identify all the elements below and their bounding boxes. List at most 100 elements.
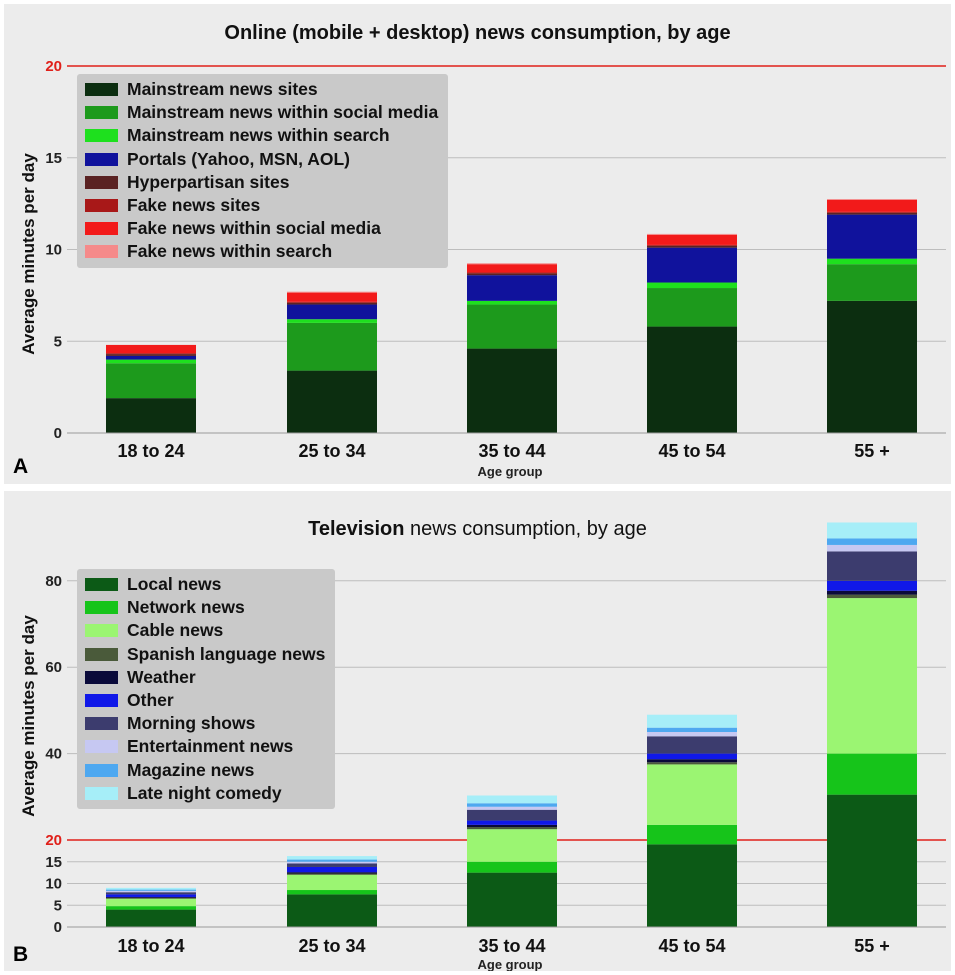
bar-segment (467, 272, 557, 274)
bar-segment (467, 827, 557, 830)
legend-label: Local news (127, 574, 222, 595)
bar-segment (106, 894, 196, 897)
bar-segment (287, 873, 377, 875)
y-tick-label: 5 (54, 897, 62, 914)
bar-segment (287, 319, 377, 323)
bar-segment (287, 322, 377, 371)
bar-segment (467, 861, 557, 873)
chart-svg-b: 0 5 10 15 20 40 60 80 18 to 24 25 to 34 35 to 44 45… (45, 522, 946, 971)
bar-segment (827, 544, 917, 552)
legend-label: Magazine news (127, 759, 255, 780)
legend-label: Hyperpartisan sites (127, 171, 290, 192)
bar-segment (106, 344, 196, 354)
bar-segment (106, 359, 196, 364)
bar-segment (287, 874, 377, 891)
legend-label: Weather (127, 666, 196, 687)
legend-swatch (85, 740, 118, 754)
bar-segment (647, 714, 737, 728)
bar-segment (106, 896, 196, 898)
bar-segment (827, 300, 917, 433)
x-tick-label: 18 to 24 (117, 441, 184, 461)
bar-segment (287, 894, 377, 927)
bar-segment (647, 844, 737, 927)
legend-swatch (85, 83, 118, 97)
bar-segment (467, 795, 557, 804)
bar-segment (467, 275, 557, 301)
legend-item: Cable news (85, 619, 325, 642)
bar-segment (827, 199, 917, 200)
bar-segment (827, 753, 917, 795)
legend-label: Mainstream news sites (127, 79, 318, 100)
bar-segment (467, 820, 557, 825)
bar-segment (467, 348, 557, 433)
y-tick-label: 80 (45, 573, 62, 590)
bar-segment (647, 234, 737, 245)
legend-item: Late night comedy (85, 782, 325, 805)
bar-segment (467, 304, 557, 349)
bar-segment (287, 304, 377, 320)
bar-segment (827, 598, 917, 754)
legend-item: Network news (85, 596, 325, 619)
bar-segment (106, 887, 196, 890)
bar-segment (106, 355, 196, 360)
legend-label: Network news (127, 597, 245, 618)
legend-item: Mainstream news within social media (85, 101, 438, 124)
y-tick-label: 0 (54, 425, 62, 442)
legend-label: Portals (Yahoo, MSN, AOL) (127, 148, 350, 169)
legend-label: Mainstream news within search (127, 125, 390, 146)
legend-item: Portals (Yahoo, MSN, AOL) (85, 148, 438, 171)
chart-title-b: Television news consumption, by age (308, 518, 647, 540)
legend-swatch (85, 175, 118, 189)
bar-segment (467, 300, 557, 305)
bar-segment (647, 764, 737, 825)
bar-segment (467, 273, 557, 276)
bar-segment (647, 282, 737, 289)
y-tick-label: 10 (45, 876, 62, 893)
bar-segment (467, 263, 557, 265)
legend-swatch (85, 694, 118, 708)
bar-segment (827, 212, 917, 215)
bar-segment (287, 866, 377, 873)
legend-b: Local news Network news Cable news Spanish … (77, 569, 336, 809)
chart-panel-b: Television news consumption, by age 0 5 10… (4, 491, 951, 971)
bar-segment (827, 264, 917, 301)
legend-item: Hyperpartisan sites (85, 171, 438, 194)
bar-segment (647, 727, 737, 732)
bar-segment (827, 214, 917, 259)
y-tick-label: 20 (45, 832, 62, 849)
legend-swatch (85, 624, 118, 638)
legend-swatch (85, 106, 118, 120)
bar-segment (647, 762, 737, 765)
bar-segment (827, 211, 917, 213)
legend-item: Fake news sites (85, 194, 438, 217)
bar-segment (287, 302, 377, 305)
bar-segment (827, 594, 917, 599)
panel-label-a: A (13, 455, 29, 478)
bar-segment (106, 353, 196, 355)
bar-segment (827, 551, 917, 581)
x-tick-label: 25 to 34 (298, 936, 365, 956)
bar-segment (106, 890, 196, 893)
y-tick-label: 10 (45, 242, 62, 259)
x-tick-label: 45 to 54 (658, 936, 725, 956)
bar-segment (827, 794, 917, 927)
legend-swatch (85, 129, 118, 143)
legend-label: Mainstream news within social media (127, 102, 439, 123)
bar-segment (106, 398, 196, 433)
legend-label: Late night comedy (127, 782, 282, 803)
y-axis-label-a: Average minutes per day (19, 153, 38, 355)
bar-segment (827, 538, 917, 545)
bar-segment (467, 803, 557, 807)
bar-segment (287, 292, 377, 302)
legend-label: Spanish language news (127, 643, 326, 664)
bar-segment (647, 736, 737, 754)
bar-segment (647, 244, 737, 246)
bar-segment (106, 909, 196, 927)
bar-segment (647, 824, 737, 845)
bar-segment (287, 859, 377, 862)
x-axis-label: Age group (478, 957, 543, 971)
legend-item: Spanish language news (85, 643, 325, 666)
bar-segment (827, 590, 917, 595)
bar-segment (467, 872, 557, 927)
bar-segment (827, 258, 917, 265)
